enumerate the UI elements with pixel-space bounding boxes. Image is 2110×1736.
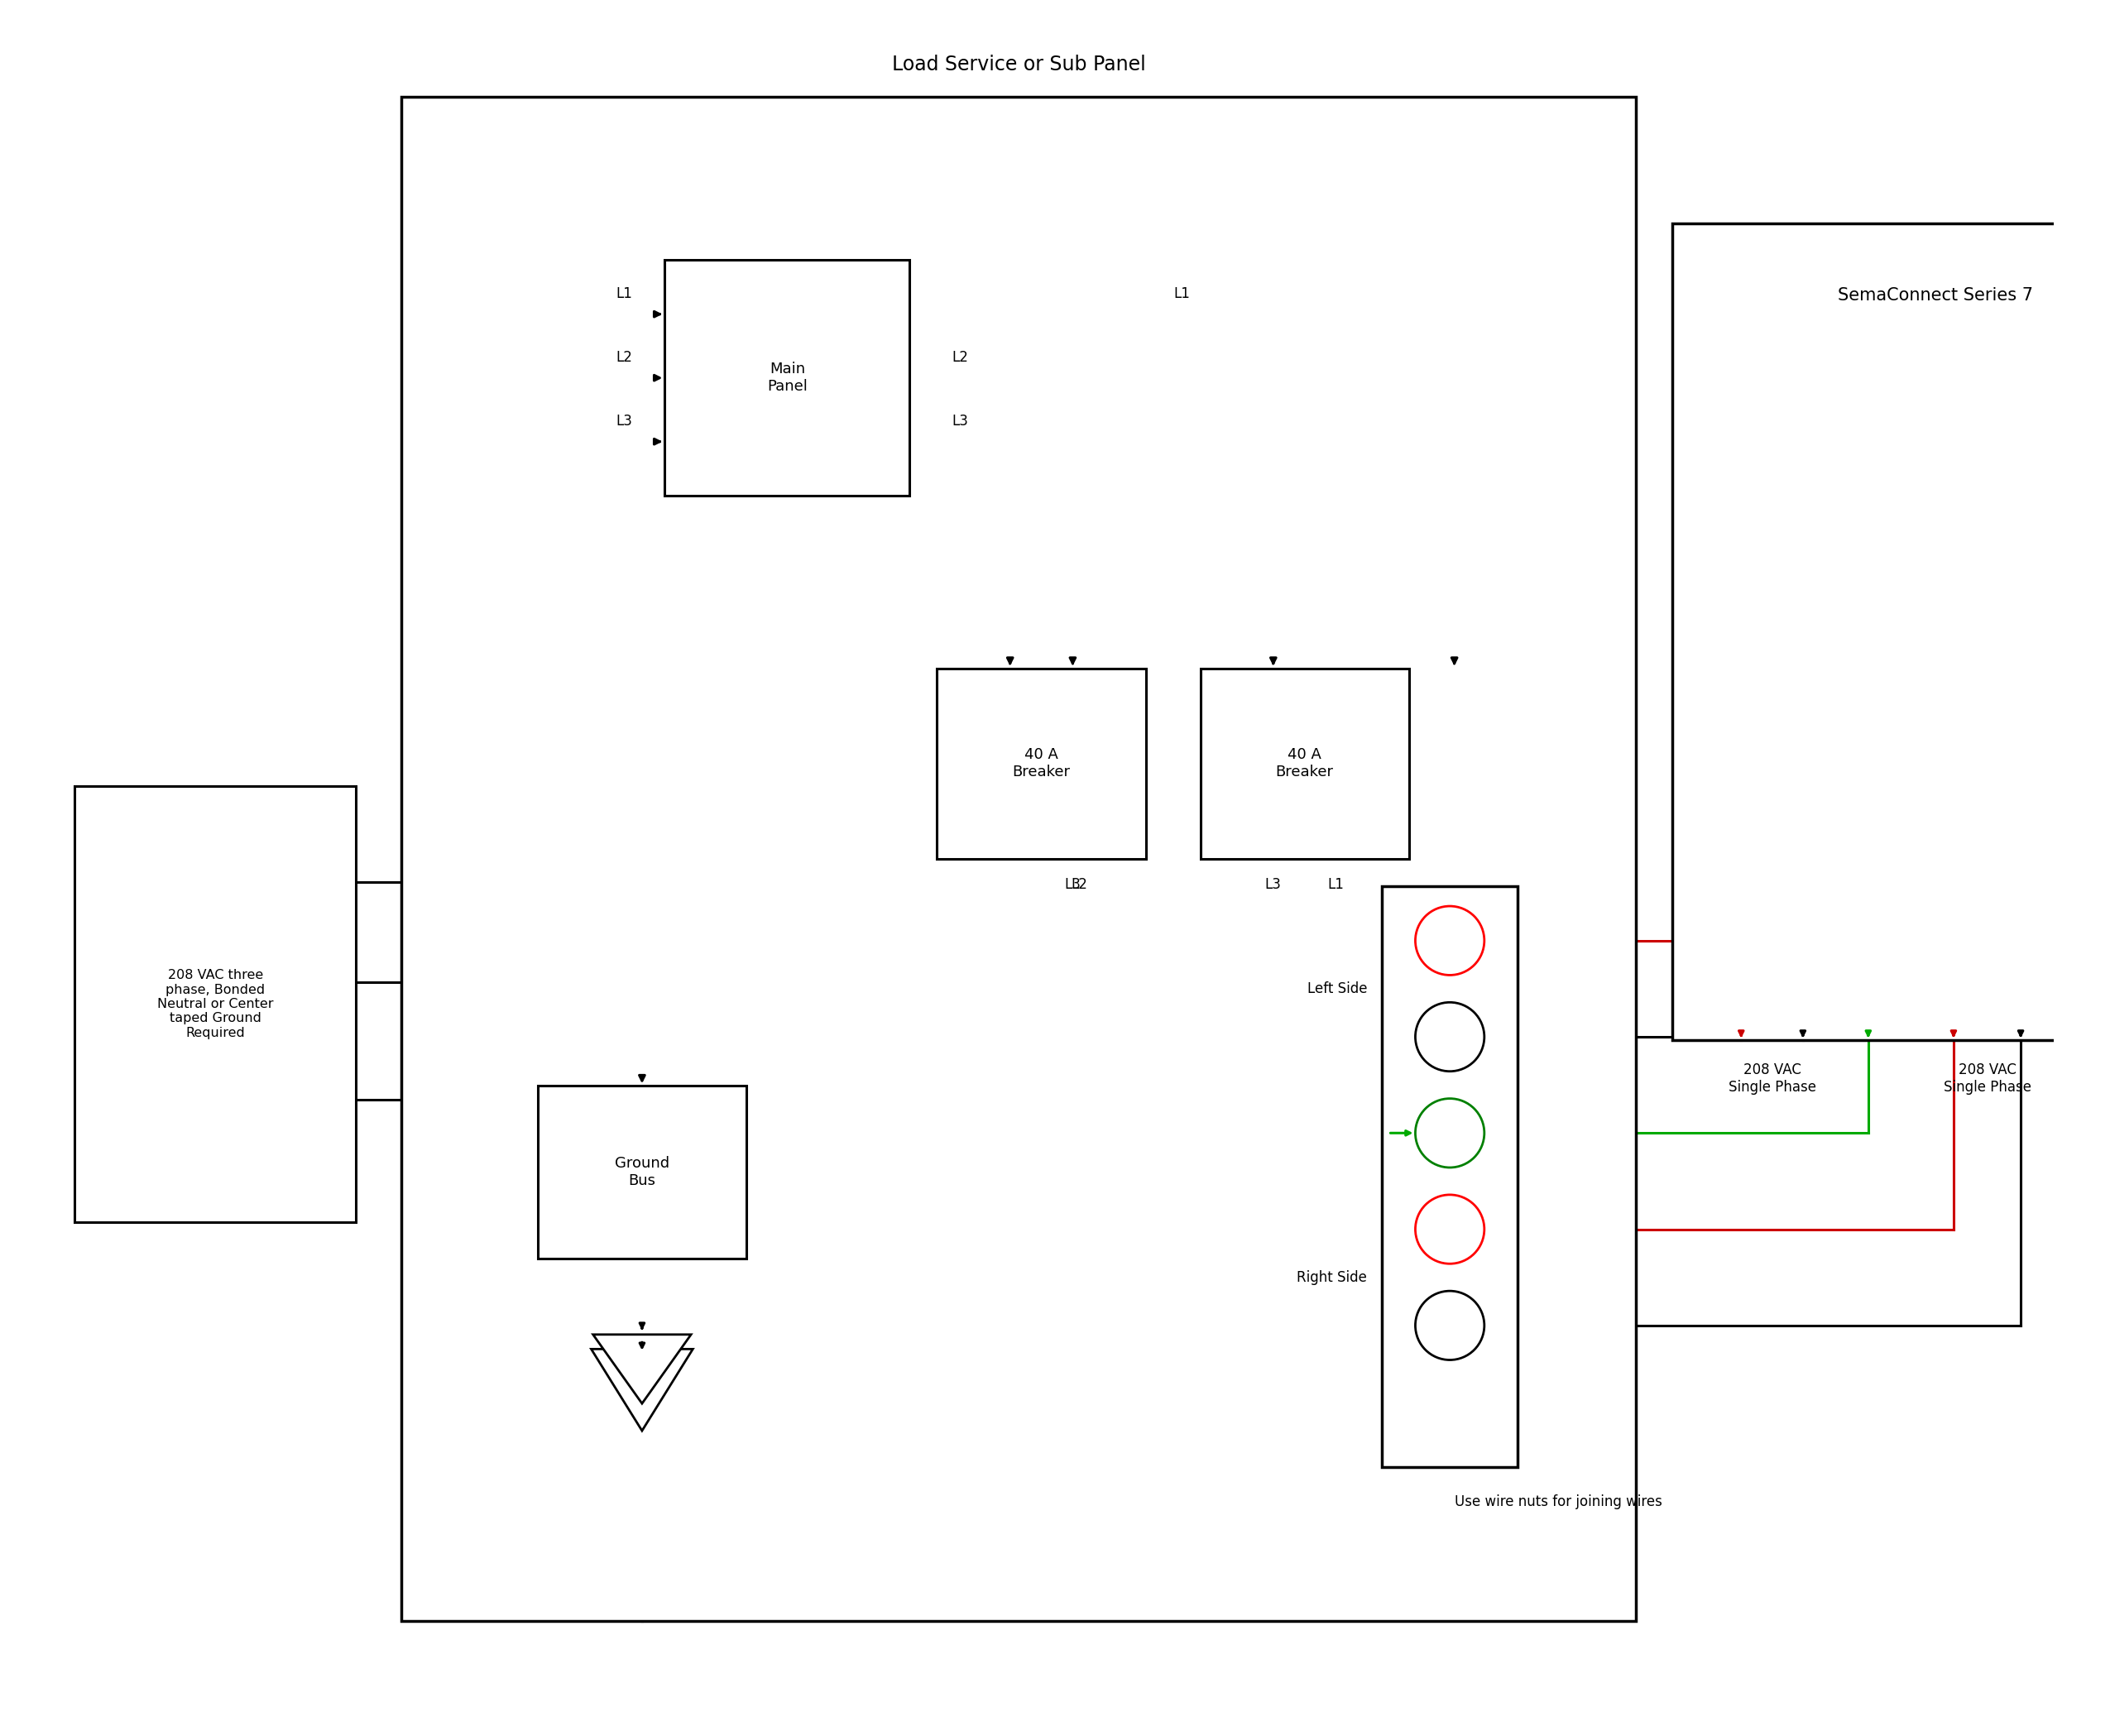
Polygon shape <box>591 1349 692 1430</box>
Text: Right Side: Right Side <box>1298 1271 1367 1285</box>
Circle shape <box>1416 1194 1483 1264</box>
Text: L1: L1 <box>1173 286 1190 302</box>
Text: L1: L1 <box>616 286 633 302</box>
Text: 208 VAC three
phase, Bonded
Neutral or Center
taped Ground
Required: 208 VAC three phase, Bonded Neutral or C… <box>158 969 274 1040</box>
Bar <box>665 260 909 496</box>
Bar <box>74 786 357 1222</box>
Circle shape <box>1416 1002 1483 1071</box>
Text: Left Side: Left Side <box>1308 981 1367 996</box>
Polygon shape <box>593 1335 692 1403</box>
Text: Main
Panel: Main Panel <box>768 361 808 394</box>
Text: L3: L3 <box>1063 877 1080 892</box>
Text: 208 VAC
Single Phase: 208 VAC Single Phase <box>1943 1062 2032 1094</box>
Circle shape <box>1416 1292 1483 1359</box>
Text: L2: L2 <box>952 351 968 365</box>
Text: SemaConnect Series 7: SemaConnect Series 7 <box>1838 286 2034 304</box>
Bar <box>1382 885 1517 1467</box>
Bar <box>401 97 1635 1621</box>
Text: Use wire nuts for joining wires: Use wire nuts for joining wires <box>1456 1495 1663 1509</box>
Text: L3: L3 <box>616 413 633 429</box>
Text: Ground
Bus: Ground Bus <box>614 1156 669 1187</box>
Bar <box>538 1085 747 1259</box>
Text: L2: L2 <box>616 351 633 365</box>
Text: L3: L3 <box>952 413 968 429</box>
Bar <box>1673 224 2110 1040</box>
Circle shape <box>1416 1099 1483 1168</box>
Text: 40 A
Breaker: 40 A Breaker <box>1013 748 1070 779</box>
Text: Load Service or Sub Panel: Load Service or Sub Panel <box>893 56 1146 75</box>
Circle shape <box>1416 906 1483 976</box>
Bar <box>1201 668 1409 859</box>
Text: 40 A
Breaker: 40 A Breaker <box>1277 748 1334 779</box>
Text: 208 VAC
Single Phase: 208 VAC Single Phase <box>1728 1062 1817 1094</box>
Text: L3: L3 <box>1266 877 1281 892</box>
Bar <box>937 668 1146 859</box>
Text: L1: L1 <box>1327 877 1344 892</box>
Text: L2: L2 <box>1070 877 1087 892</box>
